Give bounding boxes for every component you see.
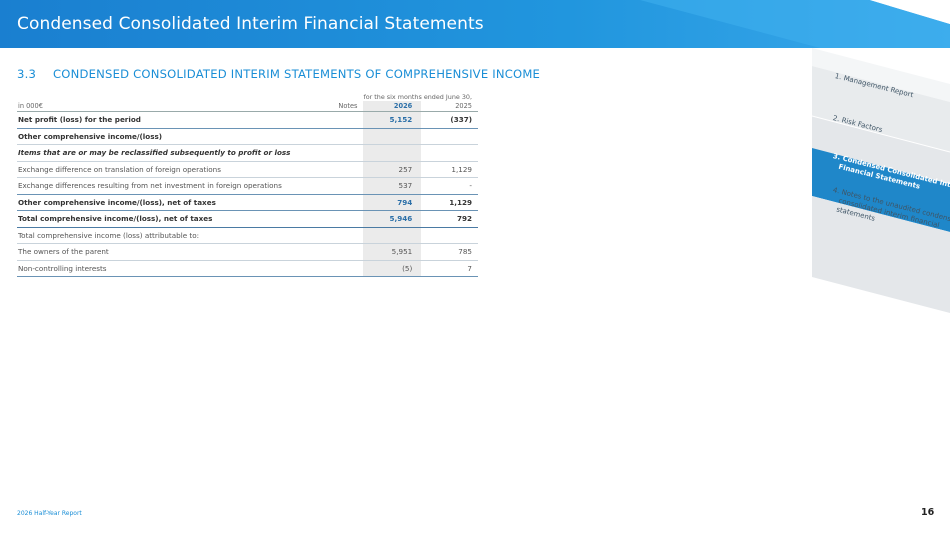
page-number: 16 — [921, 507, 935, 518]
table-header-period: for the six months ended June 30, — [17, 90, 478, 101]
chapter-nav-background — [812, 48, 950, 313]
table-row: Exchange differences resulting from net … — [17, 177, 478, 195]
table-row: Other comprehensive income/(loss), net o… — [17, 194, 478, 211]
header-background — [0, 0, 950, 48]
table-row: Total comprehensive income/(loss), net o… — [17, 210, 478, 228]
section-title: CONDENSED CONSOLIDATED INTERIM STATEMENT… — [53, 67, 541, 81]
table-row: Total comprehensive income (loss) attrib… — [17, 227, 478, 244]
table-row: Other comprehensive income/(loss) — [17, 128, 478, 145]
table-row: Exchange difference on translation of fo… — [17, 161, 478, 178]
period-header: for the six months ended June 30, — [363, 93, 472, 101]
table-row: Items that are or may be reclassified su… — [17, 144, 478, 162]
col-2025-header: 2025 — [421, 101, 478, 112]
chapter-nav — [812, 48, 950, 428]
report-name: 2026 Half-Year Report — [17, 510, 82, 517]
table-row: Net profit (loss) for the period 5,152 (3… — [17, 111, 478, 129]
unit-label: in 000€ — [17, 101, 318, 112]
header-banner: Condensed Consolidated Interim Financial… — [0, 0, 950, 48]
col-2026-header: 2026 — [363, 101, 422, 112]
comprehensive-income-table: for the six months ended June 30, in 000… — [17, 90, 478, 277]
table-header-columns: in 000€ Notes 2026 2025 — [17, 101, 478, 112]
table-row: Non-controlling interests (5) 7 — [17, 260, 478, 277]
section-heading: 3.3 CONDENSED CONSOLIDATED INTERIM STATEM… — [17, 67, 540, 81]
table-row: The owners of the parent 5,951 785 — [17, 243, 478, 261]
notes-header: Notes — [317, 101, 364, 112]
section-number: 3.3 — [17, 67, 37, 81]
page-title: Condensed Consolidated Interim Financial… — [17, 14, 484, 34]
